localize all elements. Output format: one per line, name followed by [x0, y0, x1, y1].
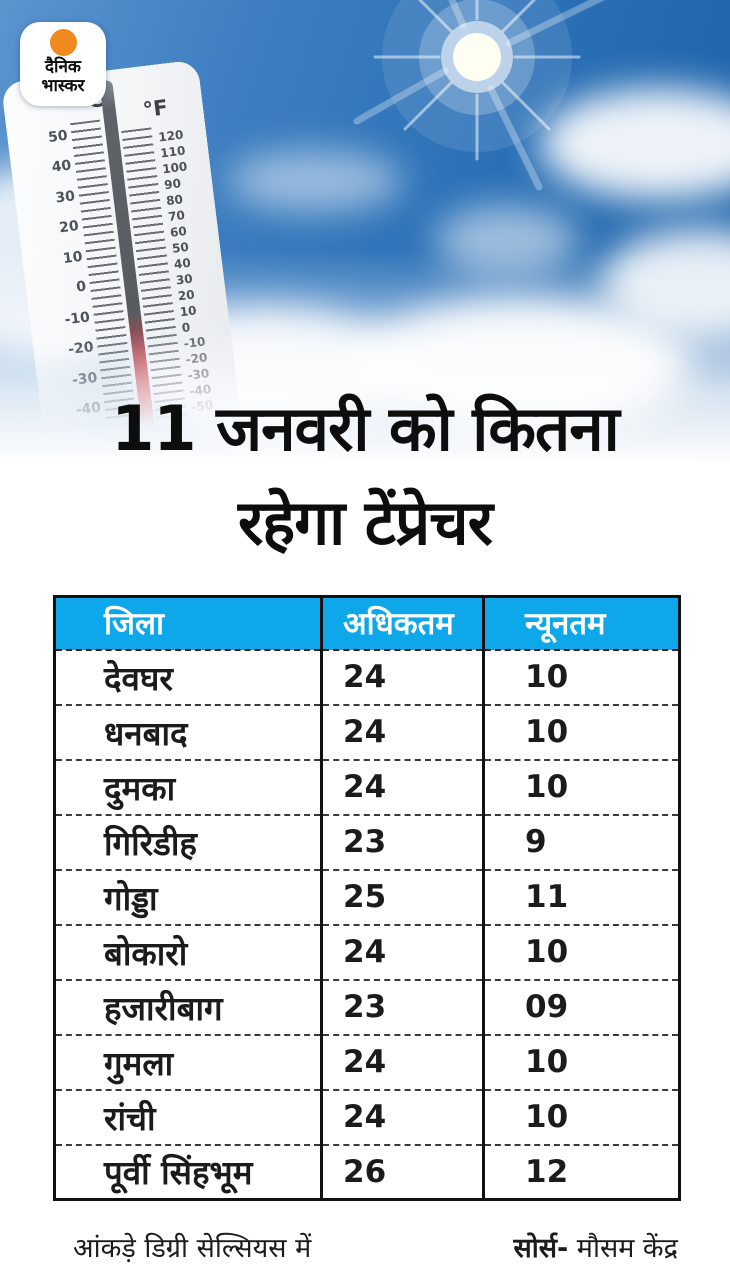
district-cell: गोड्डा [54, 868, 322, 925]
max-temp-cell: 24 [320, 649, 484, 705]
scale-tick-label: -30 [186, 366, 211, 383]
headline-line-1: 11 जनवरी को कितना [111, 392, 620, 465]
scale-tick-label: 10 [62, 248, 84, 267]
scale-tick-label: 0 [75, 278, 88, 296]
temperature-table: जिला अधिकतम न्यूनतम देवघर 24 10 धनबाद 24 10 दु… [53, 595, 681, 1201]
footer: आंकड़े डिग्री सेल्सियस में सोर्स- मौसम क… [53, 1228, 678, 1265]
min-temp-cell: 9 [482, 813, 680, 870]
scale-tick-label: 110 [159, 143, 187, 161]
max-temp-cell: 26 [320, 1143, 484, 1200]
min-temp-cell: 10 [482, 1088, 680, 1145]
district-cell: देवघर [104, 658, 173, 698]
max-temp-cell: 24 [320, 758, 484, 815]
table-row: दुमका 24 10 [54, 758, 680, 815]
brand-logo: दैनिक भास्कर [20, 22, 106, 106]
scale-tick-label: 0 [181, 320, 192, 336]
table-header-row: जिला अधिकतम न्यूनतम [54, 596, 680, 651]
max-temp-cell: 23 [320, 813, 484, 870]
table-row: देवघर 24 10 [55, 649, 680, 705]
district-cell: बोकारो [54, 923, 322, 980]
brand-logo-sun-dot [49, 29, 77, 56]
scale-tick-label: 20 [177, 287, 196, 304]
scale-tick-label: 40 [50, 157, 73, 177]
scale-tick-label: 60 [169, 223, 188, 240]
headline-line-2: रहेगा टेंप्रेचर [237, 486, 493, 559]
footer-source-label: सोर्स- [513, 1233, 569, 1264]
thermometer-fahrenheit-label: °F [141, 95, 170, 123]
table-body: देवघर 24 10 धनबाद 24 10 दुमका 24 10 गिरिडीह 23 9 गोड… [54, 649, 680, 1200]
column-header-min: न्यूनतम [482, 596, 680, 651]
footer-source-value: मौसम केंद्र [568, 1233, 678, 1264]
scale-tick-label: 30 [54, 188, 76, 207]
max-temp-cell: 24 [320, 703, 484, 760]
cloud-decoration [600, 228, 730, 340]
scale-tick-label: 30 [175, 271, 194, 288]
headline: 11 जनवरी को कितना रहेगा टेंप्रेचर [0, 382, 730, 570]
footer-source: सोर्स- मौसम केंद्र [514, 1228, 678, 1265]
table-row: धनबाद 24 10 [54, 703, 680, 760]
scale-tick-label: 100 [161, 159, 189, 177]
cloud-decoration [228, 150, 403, 212]
scale-tick-label: 10 [179, 303, 198, 320]
table-row: रांची 24 10 [54, 1088, 680, 1145]
cloud-decoration [435, 205, 580, 277]
sky-background [0, 0, 730, 480]
max-temp-cell: 25 [320, 868, 484, 925]
district-cell: दुमका [54, 758, 322, 815]
district-cell: हजारीबाग [54, 978, 322, 1035]
scale-tick-label: 80 [165, 192, 184, 209]
table-row: गोड्डा 25 11 [54, 868, 680, 925]
scale-tick-label: 90 [163, 176, 182, 193]
scale-tick-label: -20 [67, 339, 95, 359]
footer-note: आंकड़े डिग्री सेल्सियस में [73, 1233, 312, 1264]
cloud-decoration [540, 88, 730, 200]
scale-tick-label: 50 [47, 127, 69, 146]
max-temp-cell: 24 [320, 923, 484, 980]
table-row: गिरिडीह 23 9 [54, 813, 680, 870]
table-row: हजारीबाग 23 09 [54, 978, 680, 1035]
min-temp-cell: 09 [482, 978, 680, 1035]
district-cell: धनबाद [54, 703, 322, 760]
min-temp-cell: 10 [482, 758, 680, 815]
min-temp-cell: 10 [482, 1033, 680, 1090]
scale-tick-label: 70 [167, 208, 186, 224]
min-temp-cell: 10 [482, 923, 680, 980]
brand-logo-line-2: भास्कर [41, 76, 85, 96]
scale-tick-label: -20 [184, 350, 209, 367]
district-cell: पूर्वी सिंहभूम [54, 1143, 322, 1200]
scale-tick-label: -10 [63, 308, 91, 328]
scale-tick-label: -10 [182, 334, 207, 351]
scale-tick-label: 20 [58, 218, 80, 237]
scale-tick-label: 50 [171, 239, 190, 256]
scale-tick-label: 120 [157, 127, 185, 145]
table-row: बोकारो 24 10 [54, 923, 680, 980]
min-temp-cell: 10 [482, 703, 680, 760]
district-cell: रांची [54, 1088, 322, 1145]
max-temp-cell: 23 [320, 978, 484, 1035]
min-temp-cell: 12 [482, 1143, 680, 1200]
max-temp-cell: 24 [320, 1033, 484, 1090]
max-temp-cell: 24 [320, 1088, 484, 1145]
brand-logo-line-1: दैनिक [45, 57, 81, 77]
column-header-max: अधिकतम [320, 596, 484, 651]
district-cell: गुमला [54, 1033, 322, 1090]
sun-icon [353, 0, 605, 191]
min-temp-cell: 10 [482, 649, 680, 705]
table-row: पूर्वी सिंहभूम 26 12 [54, 1143, 680, 1200]
column-header-district: जिला [54, 596, 322, 651]
min-temp-cell: 11 [482, 868, 680, 925]
table-row: गुमला 24 10 [54, 1033, 680, 1090]
scale-tick-label: 40 [173, 255, 192, 272]
district-cell: गिरिडीह [54, 813, 322, 870]
